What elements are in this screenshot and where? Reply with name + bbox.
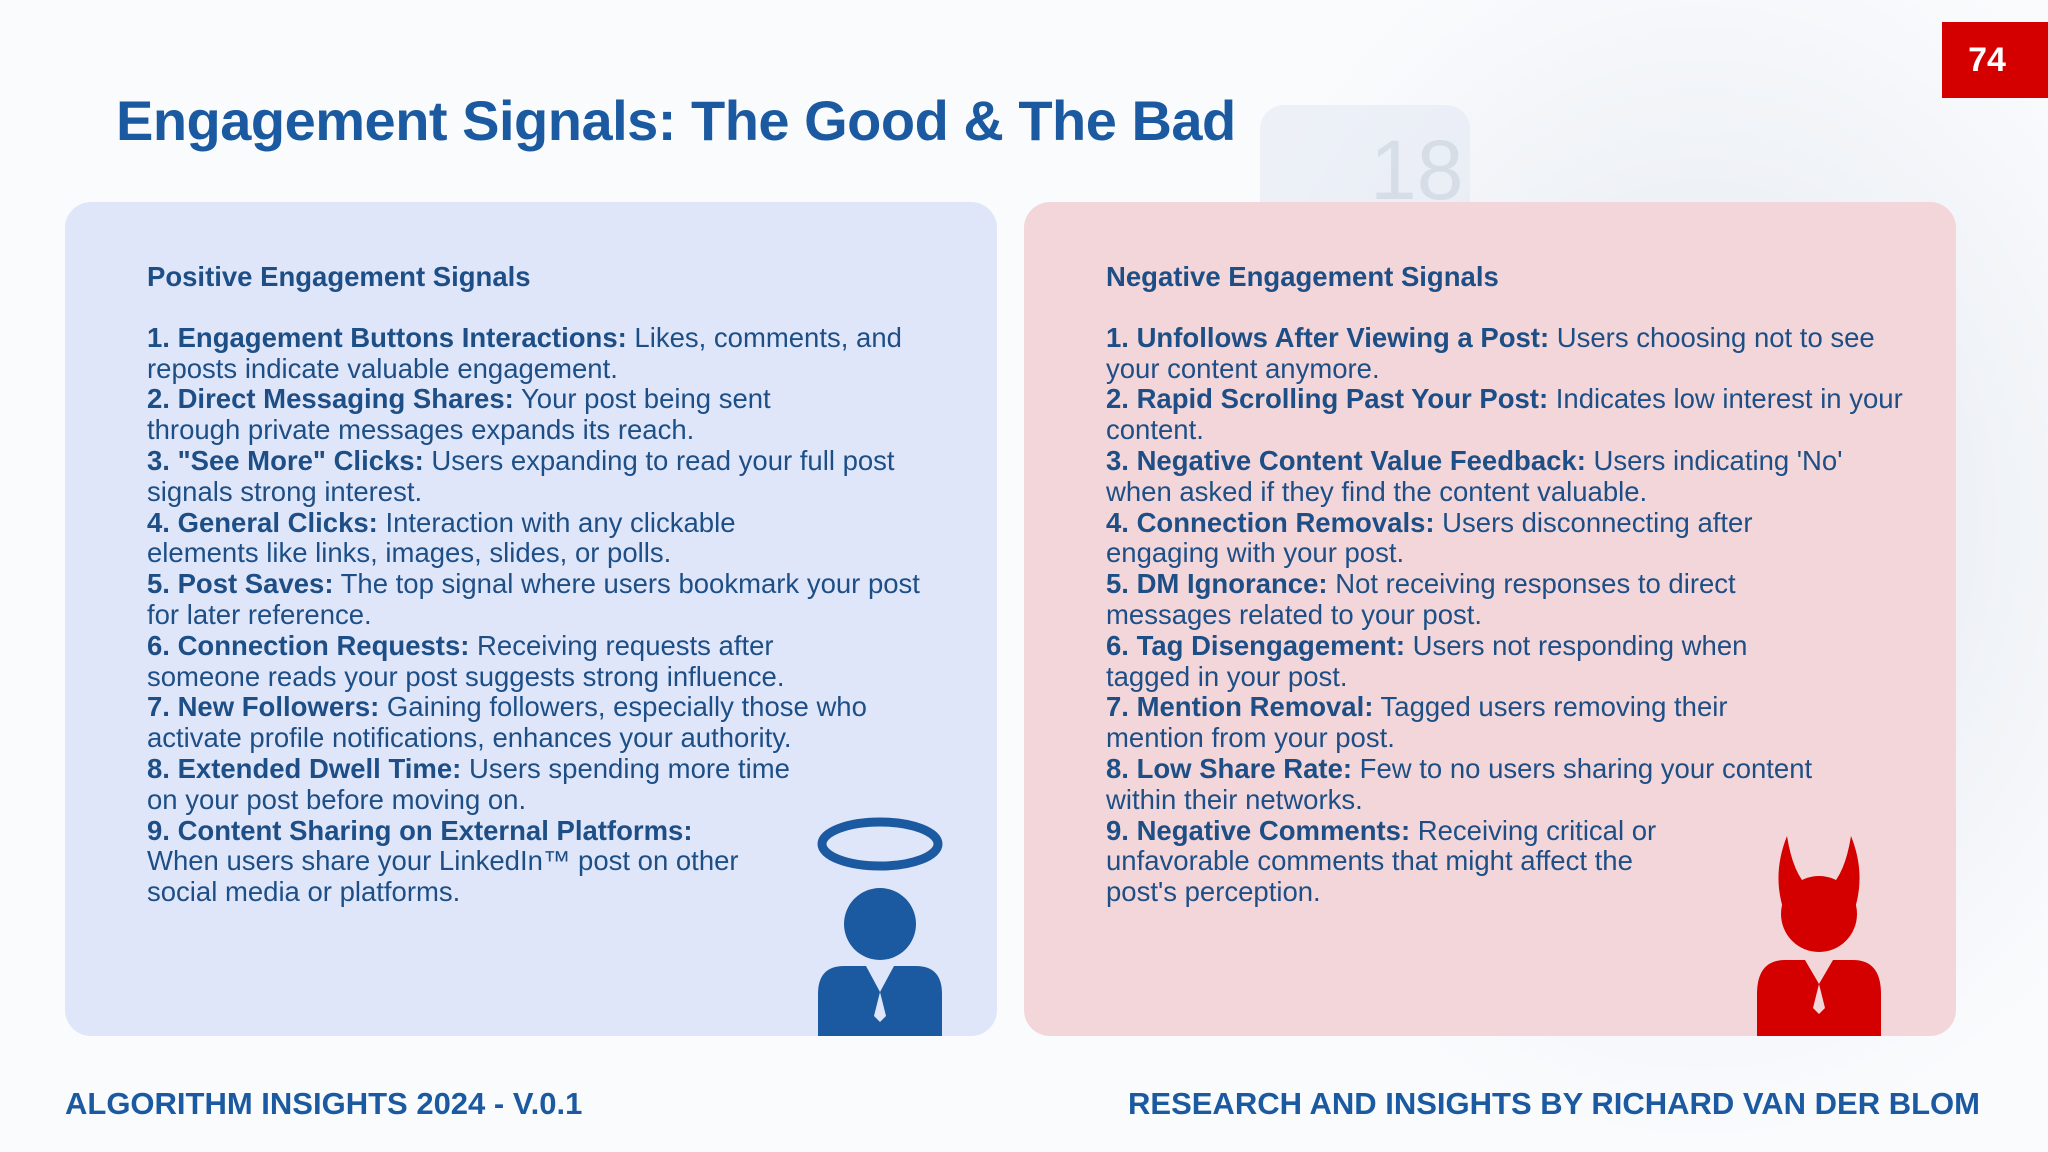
footer-right: RESEARCH AND INSIGHTS BY RICHARD VAN DER… <box>1128 1086 1980 1121</box>
slide-title: Engagement Signals: The Good & The Bad <box>116 89 1236 152</box>
signal-text: Users choosing not to see your content a… <box>1106 321 1875 384</box>
signal-text: Your post being sent through private mes… <box>147 383 771 446</box>
negative-signal-item: 9. Negative Comments: Receiving critical… <box>1106 814 1696 908</box>
signal-label: 5. DM Ignorance: <box>1106 568 1328 600</box>
signal-label: 1. Engagement Buttons Interactions: <box>147 321 627 353</box>
negative-signal-item: 2. Rapid Scrolling Past Your Post: Indic… <box>1106 383 1916 446</box>
signal-text: Likes, comments, and reposts indicate va… <box>147 321 902 384</box>
positive-signal-item: 4. General Clicks: Interaction with any … <box>147 506 807 570</box>
signal-label: 2. Direct Messaging Shares: <box>147 383 514 415</box>
positive-signal-item: 1. Engagement Buttons Interactions: Like… <box>147 321 927 385</box>
positive-signal-item: 2. Direct Messaging Shares: Your post be… <box>147 383 837 446</box>
negative-signal-item: 6. Tag Disengagement: Users not respondi… <box>1106 629 1816 693</box>
angel-person-icon <box>810 816 950 1036</box>
signal-label: 9. Negative Comments: <box>1106 814 1411 846</box>
devil-person-icon <box>1749 836 1889 1036</box>
positive-signal-item: 8. Extended Dwell Time: Users spending m… <box>147 752 797 816</box>
signal-text: Tagged users removing their mention from… <box>1106 691 1728 754</box>
positive-signal-item: 6. Connection Requests: Receiving reques… <box>147 629 867 693</box>
footer-left: ALGORITHM INSIGHTS 2024 - V.0.1 <box>65 1086 583 1121</box>
signal-text: Few to no users sharing your content wit… <box>1106 752 1813 815</box>
signal-label: 6. Tag Disengagement: <box>1106 629 1405 661</box>
negative-signal-item: 5. DM Ignorance: Not receiving responses… <box>1106 568 1806 631</box>
signal-label: 4. Connection Removals: <box>1106 506 1435 538</box>
positive-signal-item: 9. Content Sharing on External Platforms… <box>147 814 752 908</box>
signal-text: Receiving critical or unfavorable commen… <box>1106 814 1657 908</box>
signal-label: 7. New Followers: <box>147 691 380 723</box>
signal-label: 4. General Clicks: <box>147 506 378 538</box>
signal-label: 5. Post Saves: <box>147 568 334 600</box>
signal-label: 7. Mention Removal: <box>1106 691 1374 723</box>
negative-signals-content: Negative Engagement Signals 1. Unfollows… <box>1106 261 1926 908</box>
signal-label: 1. Unfollows After Viewing a Post: <box>1106 321 1550 353</box>
signal-text: Users disconnecting after engaging with … <box>1106 506 1753 569</box>
signal-text: Not receiving responses to direct messag… <box>1106 568 1736 630</box>
negative-signal-item: 4. Connection Removals: Users disconnect… <box>1106 506 1806 570</box>
signal-text: Gaining followers, especially those who … <box>147 691 867 754</box>
positive-signals-panel: Positive Engagement Signals 1. Engagemen… <box>65 202 997 1036</box>
signal-label: 2. Rapid Scrolling Past Your Post: <box>1106 383 1549 415</box>
positive-signal-item: 7. New Followers: Gaining followers, esp… <box>147 691 867 754</box>
signal-label: 8. Low Share Rate: <box>1106 752 1353 784</box>
signal-label: 9. Content Sharing on External Platforms… <box>147 814 693 846</box>
signal-text: The top signal where users bookmark your… <box>147 568 920 630</box>
positive-signals-heading: Positive Engagement Signals <box>147 261 531 292</box>
signal-text: Users not responding when tagged in your… <box>1106 629 1748 692</box>
signal-label: 3. Negative Content Value Feedback: <box>1106 444 1586 476</box>
signal-text: Interaction with any clickable elements … <box>147 506 736 569</box>
negative-signal-item: 1. Unfollows After Viewing a Post: Users… <box>1106 321 1886 385</box>
positive-signals-content: Positive Engagement Signals 1. Engagemen… <box>147 261 967 908</box>
signal-text: When users share your LinkedIn™ post on … <box>147 845 739 908</box>
negative-signals-panel: Negative Engagement Signals 1. Unfollows… <box>1024 202 1956 1036</box>
signal-text: Users expanding to read your full post s… <box>147 444 895 507</box>
signal-text: Users indicating 'No' when asked if they… <box>1106 444 1843 507</box>
negative-signal-item: 8. Low Share Rate: Few to no users shari… <box>1106 752 1886 816</box>
signal-text: Indicates low interest in your content. <box>1106 383 1903 446</box>
negative-signal-item: 7. Mention Removal: Tagged users removin… <box>1106 691 1796 754</box>
background-notification-count: 18 <box>1370 123 1464 217</box>
signal-label: 8. Extended Dwell Time: <box>147 752 462 784</box>
page-number-badge: 74 <box>1942 22 2048 98</box>
signal-text: Users spending more time on your post be… <box>147 752 790 815</box>
signal-text: Receiving requests after someone reads y… <box>147 629 785 692</box>
negative-signals-heading: Negative Engagement Signals <box>1106 261 1499 292</box>
negative-signal-item: 3. Negative Content Value Feedback: User… <box>1106 444 1846 508</box>
positive-signal-item: 3. "See More" Clicks: Users expanding to… <box>147 444 907 508</box>
positive-signal-item: 5. Post Saves: The top signal where user… <box>147 568 942 631</box>
signal-label: 3. "See More" Clicks: <box>147 444 424 476</box>
signal-label: 6. Connection Requests: <box>147 629 470 661</box>
page-number: 74 <box>1968 40 2006 79</box>
